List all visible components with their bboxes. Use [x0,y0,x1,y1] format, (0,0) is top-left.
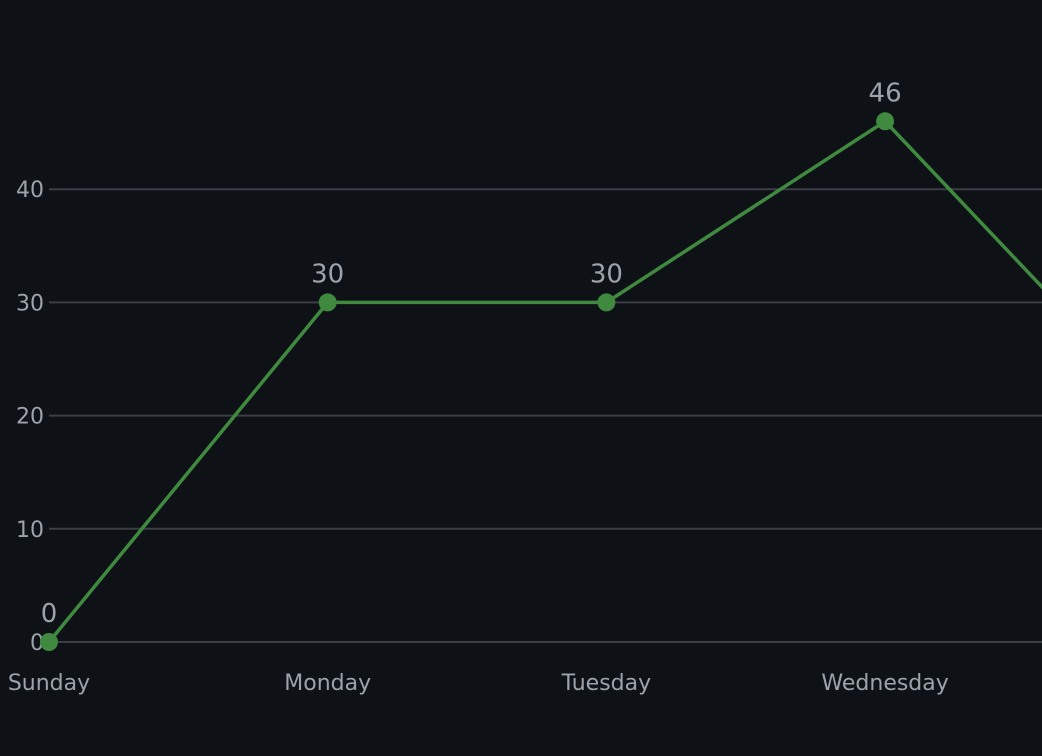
series [40,112,1042,651]
x-tick-label: Tuesday [561,671,652,696]
x-tick-label: Monday [284,671,371,696]
y-tick-label: 30 [16,291,44,316]
data-point[interactable] [597,293,616,312]
x-tick-label: Wednesday [821,671,948,696]
y-tick-label: 10 [16,518,44,543]
data-label: 0 [41,599,58,629]
x-tick-label: Sunday [8,671,90,696]
data-label: 30 [311,259,344,289]
y-tick-label: 40 [16,178,44,203]
x-axis-ticks: Sunday Monday Tuesday Wednesday [8,671,949,696]
grid-lines [49,188,1042,643]
data-point[interactable] [876,112,895,131]
data-point[interactable] [318,293,337,312]
data-labels: 0 30 30 46 [41,78,902,629]
y-tick-label: 0 [30,631,44,656]
data-label: 46 [869,78,902,108]
data-point[interactable] [40,633,58,651]
series-line [47,119,1042,644]
y-axis-ticks: 0 10 20 30 40 [16,178,44,656]
data-label: 30 [590,259,623,289]
y-tick-label: 20 [16,405,44,430]
